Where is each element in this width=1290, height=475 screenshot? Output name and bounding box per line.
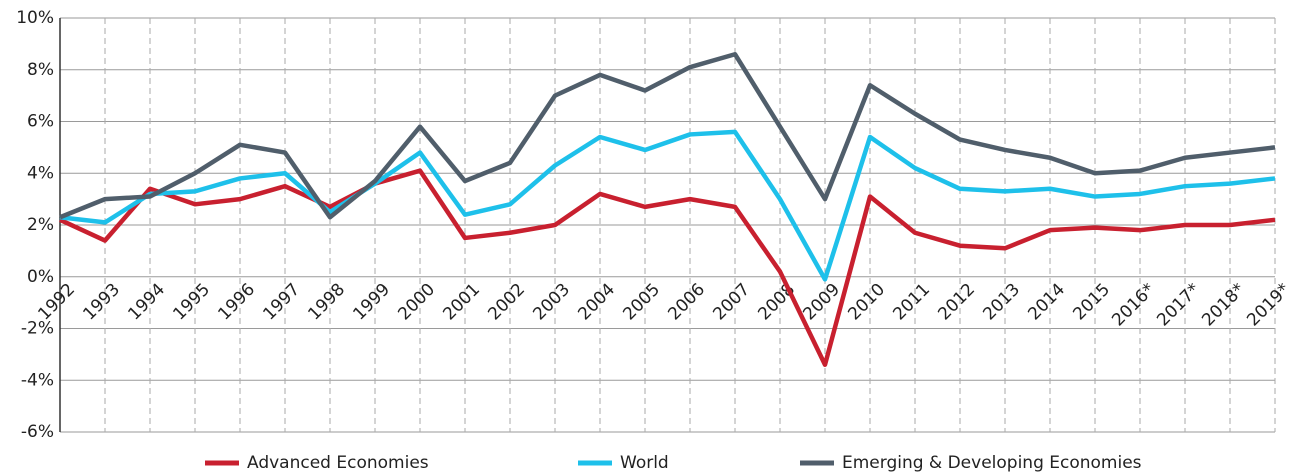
x-tick-label: 2010 — [844, 280, 889, 325]
y-tick-label: 2% — [27, 215, 54, 235]
y-tick-label: 10% — [16, 8, 54, 28]
y-tick-label: -4% — [21, 370, 54, 390]
x-tick-label: 2016* — [1108, 280, 1159, 331]
x-tick-label: 2006 — [664, 280, 709, 325]
y-tick-label: 0% — [27, 267, 54, 287]
x-tick-label: 1993 — [79, 280, 124, 325]
x-tick-label: 2018* — [1198, 280, 1249, 331]
x-tick-label: 2011 — [889, 280, 934, 325]
y-tick-label: 8% — [27, 60, 54, 80]
x-tick-label: 2017* — [1153, 280, 1204, 331]
x-tick-label: 1995 — [169, 280, 214, 325]
line-series — [59, 168, 1276, 367]
x-tick-label: 2001 — [439, 280, 484, 325]
x-tick-label: 1994 — [124, 280, 169, 325]
line-series — [59, 129, 1276, 282]
y-tick-label: -2% — [21, 319, 54, 339]
x-tick-label: 2019* — [1243, 280, 1290, 331]
x-tick-label: 1999 — [349, 280, 394, 325]
y-tick-label: -6% — [21, 422, 54, 442]
x-tick-label: 2005 — [619, 280, 664, 325]
legend-label: World — [620, 453, 669, 473]
legend-label: Advanced Economies — [247, 453, 429, 473]
x-tick-label: 2013 — [979, 280, 1024, 325]
x-tick-label: 2014 — [1024, 280, 1069, 325]
x-tick-label: 2004 — [574, 280, 619, 325]
x-tick-label: 2012 — [934, 280, 979, 325]
x-tick-label: 2002 — [484, 280, 529, 325]
x-tick-label: 1997 — [259, 280, 304, 325]
x-tick-label: 2000 — [394, 280, 439, 325]
x-tick-label: 2003 — [529, 280, 574, 325]
x-tick-label: 1996 — [214, 280, 259, 325]
x-tick-label: 2015 — [1069, 280, 1114, 325]
legend-label: Emerging & Developing Economies — [842, 453, 1142, 473]
x-tick-label: 1998 — [304, 280, 349, 325]
y-tick-label: 6% — [27, 112, 54, 132]
y-tick-label: 4% — [27, 163, 54, 183]
x-tick-label: 2007 — [709, 280, 754, 325]
line-series — [59, 51, 1276, 220]
